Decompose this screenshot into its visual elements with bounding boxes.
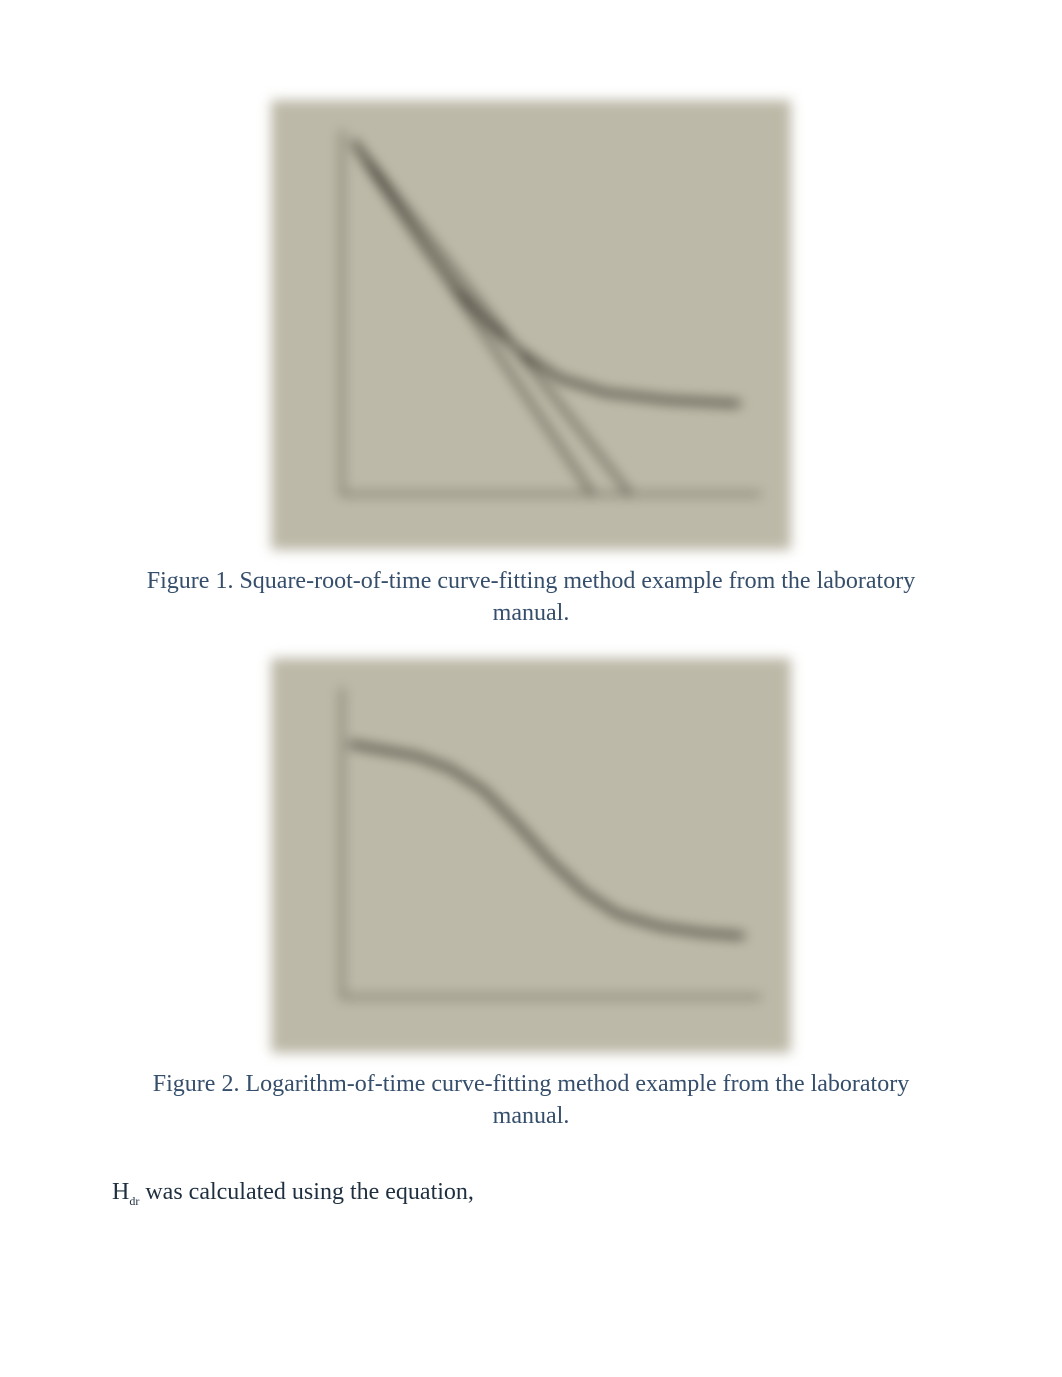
document-page: Figure 1. Square-root-of-time curve-fitt… <box>0 0 1062 1208</box>
figure-1-curve-svg <box>341 130 761 495</box>
figure-2-caption: Figure 2. Logarithm-of-time curve-fittin… <box>112 1068 950 1133</box>
figure-2-data-curve <box>349 744 744 936</box>
figure-1-data-curve <box>354 141 740 404</box>
figure-2-block: Figure 2. Logarithm-of-time curve-fittin… <box>112 658 950 1133</box>
body-sentence-tail: was calculated using the equation, <box>139 1179 474 1205</box>
figure-1-caption: Figure 1. Square-root-of-time curve-fitt… <box>112 565 950 630</box>
figure-1-block: Figure 1. Square-root-of-time curve-fitt… <box>112 100 950 630</box>
variable-H-subscript: dr <box>129 1193 139 1207</box>
figure-1-image <box>271 100 791 550</box>
body-sentence: Hdr was calculated using the equation, <box>112 1179 950 1209</box>
figure-1-tangent-1 <box>354 141 593 495</box>
figure-1-tangent-2 <box>354 141 631 495</box>
figure-2-image <box>271 658 791 1053</box>
figure-2-curve-svg <box>341 688 761 998</box>
variable-H: H <box>112 1179 129 1205</box>
